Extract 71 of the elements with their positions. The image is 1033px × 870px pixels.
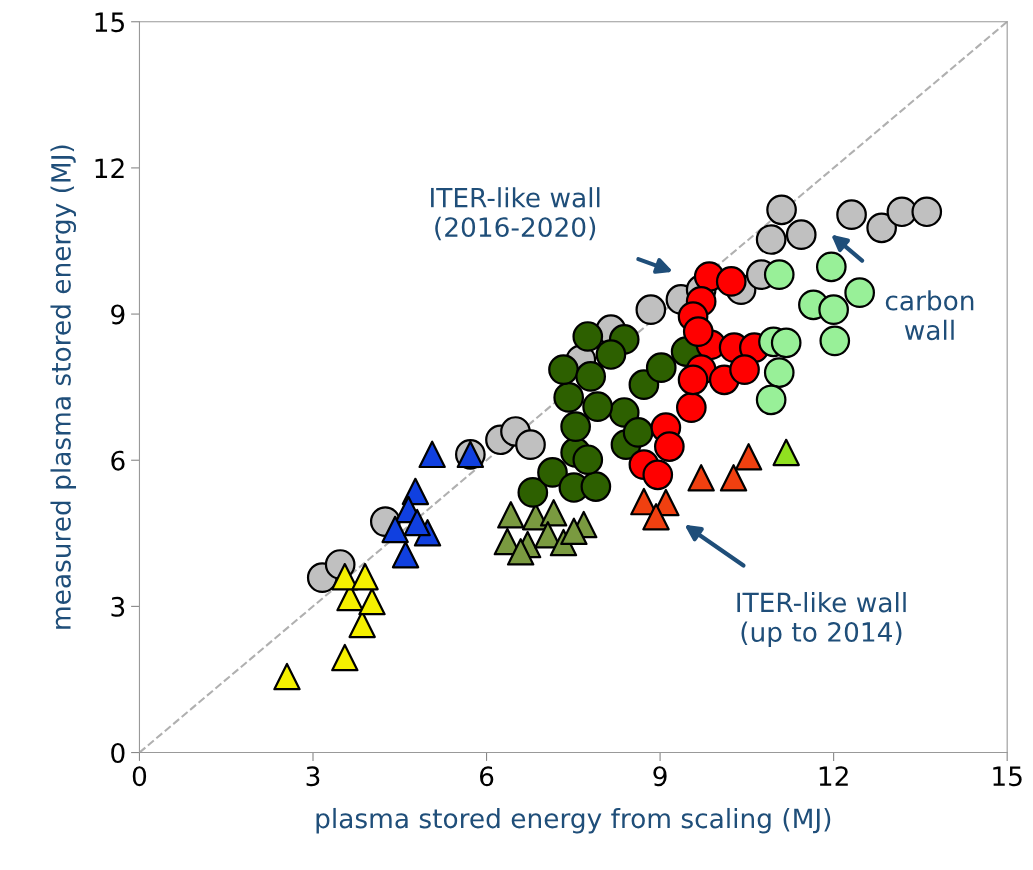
point (575, 361, 607, 392)
point (654, 431, 685, 462)
point (381, 515, 409, 544)
point (391, 541, 420, 569)
point (595, 339, 627, 370)
x-axis-title: plasma stored energy from scaling (MJ) (316, 807, 831, 834)
y-tick-label: 12 (95, 158, 124, 178)
point (734, 443, 763, 471)
point (635, 294, 667, 326)
point (763, 357, 795, 388)
annotation: ITER-like wall (2016-2020) (431, 187, 600, 241)
point (539, 499, 568, 527)
point (560, 517, 588, 546)
point (785, 219, 817, 250)
point (687, 464, 715, 492)
x-tick-label: 12 (819, 766, 848, 786)
point (766, 194, 797, 226)
point (836, 199, 867, 231)
y-tick-label: 6 (111, 450, 125, 471)
point (866, 212, 897, 244)
point (358, 587, 386, 616)
point (770, 327, 802, 359)
annotation: ITER-like wall (up to 2014) (737, 592, 906, 648)
point (515, 429, 546, 460)
point (719, 464, 748, 492)
point (560, 411, 591, 442)
point (729, 354, 760, 385)
point (537, 457, 568, 488)
point (675, 392, 707, 423)
point (572, 444, 604, 476)
point (818, 294, 849, 326)
point (572, 321, 604, 352)
point (815, 251, 847, 283)
annotation: carbon wall (885, 290, 974, 341)
point (642, 459, 674, 491)
point (911, 196, 943, 228)
point (273, 662, 301, 691)
point (772, 438, 800, 467)
point (819, 325, 851, 357)
point (622, 417, 654, 448)
x-tick-label: 3 (306, 766, 320, 787)
point (715, 266, 747, 297)
point (548, 354, 579, 385)
point (642, 503, 670, 531)
point (517, 477, 549, 508)
point (582, 391, 613, 422)
point (351, 562, 379, 591)
y-tick-label: 0 (111, 742, 125, 763)
point (844, 277, 875, 308)
point (763, 259, 795, 290)
point (755, 224, 787, 255)
point (677, 364, 709, 396)
point (682, 316, 714, 347)
point (755, 384, 787, 416)
x-tick-label: 0 (132, 766, 147, 787)
point (497, 501, 525, 529)
point (403, 508, 431, 537)
point (506, 538, 535, 566)
point (418, 440, 446, 469)
x-tick-label: 9 (653, 766, 667, 787)
point (553, 382, 585, 413)
y-tick-label: 9 (111, 304, 125, 325)
point (628, 369, 660, 401)
point (331, 643, 359, 672)
point (580, 471, 612, 502)
y-tick-label: 15 (95, 12, 124, 33)
x-tick-label: 6 (479, 766, 494, 787)
point (645, 352, 677, 383)
x-tick-label: 15 (993, 766, 1022, 787)
y-axis-title: measured plasma stored energy (MJ) (50, 145, 77, 629)
y-tick-label: 3 (111, 596, 125, 617)
